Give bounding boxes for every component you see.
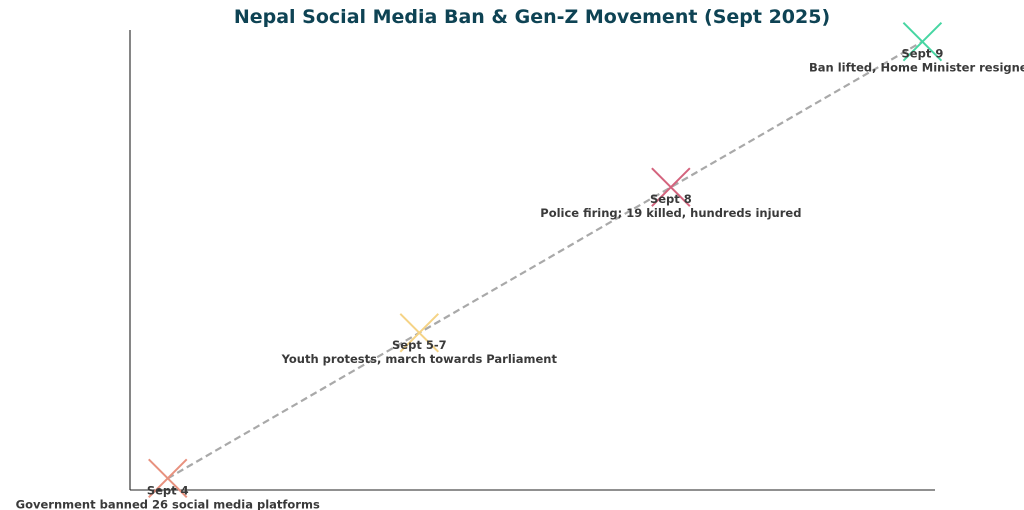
- event-marker: [148, 458, 188, 499]
- event-marker: [902, 21, 943, 62]
- event-marker: [399, 313, 440, 353]
- event-date-label: Sept 9: [902, 47, 944, 61]
- marker-layer: [148, 21, 943, 499]
- event-date-label: Sept 4: [147, 483, 189, 497]
- event-description-label: Youth protests, march towards Parliament: [281, 352, 558, 366]
- event-description-label: Police firing; 19 killed, hundreds injur…: [540, 206, 801, 220]
- connector-layer: [167, 40, 923, 480]
- timeline-connector-line: [167, 40, 923, 480]
- event-marker: [651, 167, 691, 207]
- event-description-label: Ban lifted, Home Minister resigned: [809, 61, 1024, 75]
- event-date-label: Sept 8: [650, 192, 692, 206]
- event-date-label: Sept 5-7: [392, 338, 447, 352]
- event-description-label: Government banned 26 social media platfo…: [16, 497, 320, 510]
- chart-title: Nepal Social Media Ban & Gen-Z Movement …: [234, 6, 830, 28]
